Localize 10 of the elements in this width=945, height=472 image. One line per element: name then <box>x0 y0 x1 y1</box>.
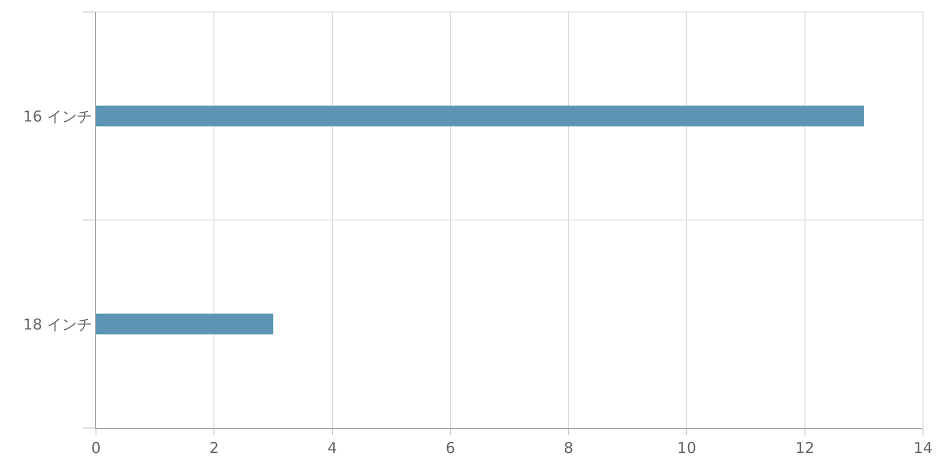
x-tick-label: 10 <box>677 439 696 457</box>
x-tick-label: 12 <box>795 439 814 457</box>
y-tick-label: 16 インチ <box>23 107 92 126</box>
x-tick-label: 4 <box>328 439 338 457</box>
x-tick-label: 8 <box>564 439 574 457</box>
x-tick-label: 14 <box>913 439 933 457</box>
y-tick-label: 18 インチ <box>23 315 92 334</box>
x-tick-label: 6 <box>446 439 456 457</box>
x-tick-label: 0 <box>91 439 101 457</box>
x-tick-label: 2 <box>209 439 219 457</box>
